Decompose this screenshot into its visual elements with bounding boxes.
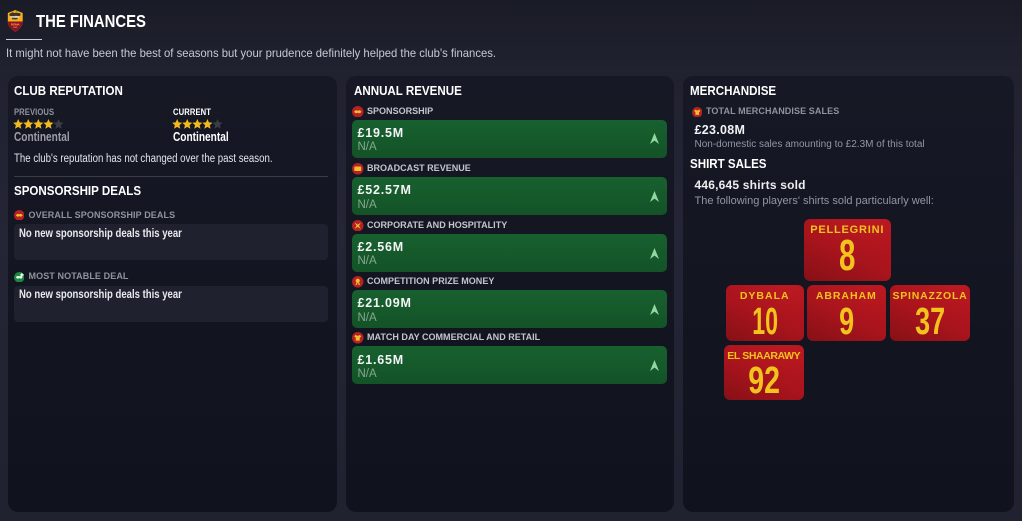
svg-text:ROMA: ROMA — [11, 23, 21, 27]
